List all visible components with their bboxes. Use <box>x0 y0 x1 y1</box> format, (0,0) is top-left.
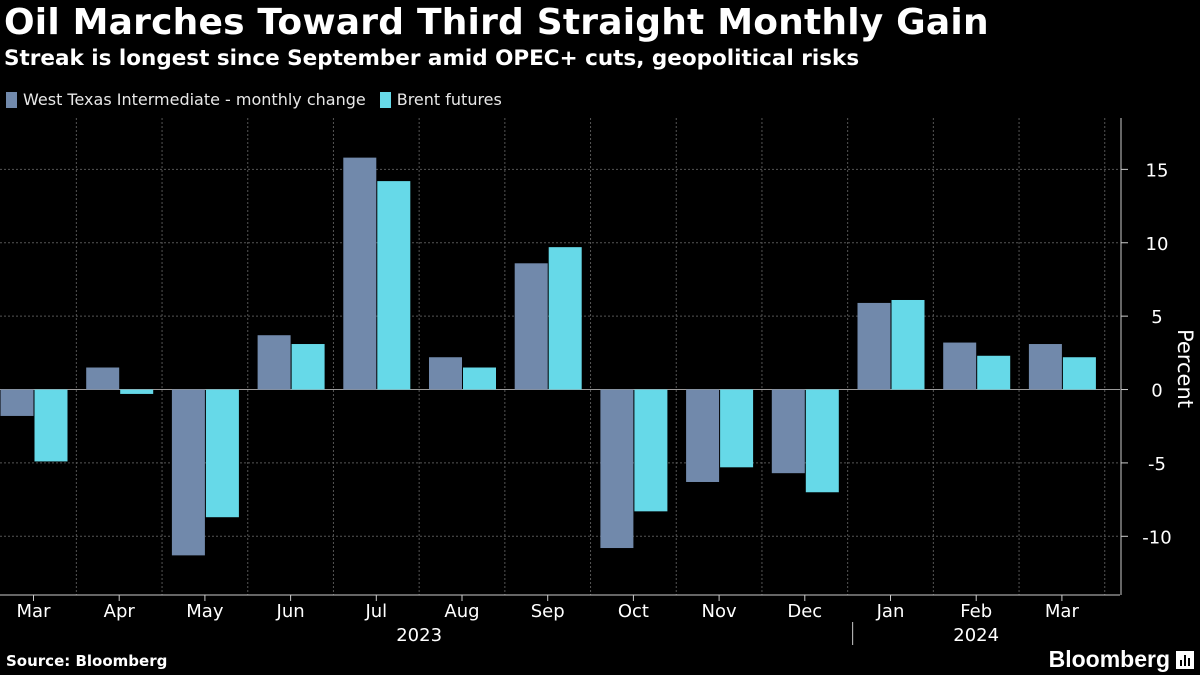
chart-icon <box>1176 650 1194 669</box>
y-axis-label: Percent <box>1173 329 1197 408</box>
bar-wti <box>686 389 720 482</box>
x-tick-label: Jun <box>276 601 305 622</box>
x-tick-label: Mar <box>1045 601 1080 622</box>
bar-brent <box>548 247 582 390</box>
chart-title: Oil Marches Toward Third Straight Monthl… <box>4 2 989 43</box>
y-tick-label: 5 <box>1151 307 1162 328</box>
legend-label-brent: Brent futures <box>396 90 502 109</box>
bar-wti <box>86 367 120 390</box>
y-tick-label: 10 <box>1146 234 1169 255</box>
source-note: Source: Bloomberg <box>6 652 168 670</box>
year-label: 2024 <box>953 625 999 646</box>
bar-brent <box>205 389 239 518</box>
bar-brent <box>377 181 411 390</box>
bar-wti <box>257 335 291 390</box>
bar-wti <box>0 389 34 416</box>
x-tick-label: Oct <box>618 601 649 622</box>
x-tick-label: Aug <box>444 601 479 622</box>
bar-brent <box>463 367 496 390</box>
bar-wti <box>514 263 548 390</box>
bar-brent <box>977 355 1011 390</box>
bar-wti <box>429 357 462 390</box>
bar-wti <box>343 157 377 390</box>
x-tick-label: May <box>186 601 224 622</box>
brand-wordmark: Bloomberg <box>1048 646 1170 672</box>
x-tick-label: Jul <box>364 601 387 622</box>
bar-brent <box>291 344 325 390</box>
x-tick-label: Dec <box>787 601 822 622</box>
legend-item-brent: Brent futures <box>379 90 502 109</box>
chart-subtitle: Streak is longest since September amid O… <box>4 46 860 71</box>
x-tick-label: Sep <box>531 601 565 622</box>
y-tick-label: -5 <box>1148 454 1166 475</box>
legend: West Texas Intermediate - monthly change… <box>6 90 502 109</box>
bar-wti <box>771 389 805 474</box>
bar-wti <box>943 342 977 390</box>
bar-brent <box>720 389 754 468</box>
legend-item-wti: West Texas Intermediate - monthly change <box>6 90 366 109</box>
bloomberg-logo: Bloomberg <box>1049 646 1194 673</box>
bar-wti <box>171 389 205 556</box>
x-tick-label: Jan <box>876 601 905 622</box>
x-tick-label: Nov <box>702 601 737 622</box>
bar-wti <box>857 302 891 390</box>
legend-swatch-wti <box>6 91 17 108</box>
bar-wti <box>600 389 634 549</box>
y-tick-label: 15 <box>1146 160 1169 181</box>
bar-brent <box>34 389 68 462</box>
x-tick-label: Mar <box>17 601 52 622</box>
legend-label-wti: West Texas Intermediate - monthly change <box>23 90 366 109</box>
bar-wti <box>1028 344 1062 390</box>
bar-brent <box>805 389 839 493</box>
bar-brent <box>891 299 925 390</box>
y-tick-label: 0 <box>1151 381 1162 402</box>
y-tick-label: -10 <box>1142 527 1171 548</box>
bar-brent <box>120 389 154 394</box>
x-tick-label: Apr <box>104 601 136 622</box>
year-label: 2023 <box>396 625 442 646</box>
x-tick-label: Feb <box>960 601 992 622</box>
legend-swatch-brent <box>379 91 391 108</box>
bar-brent <box>634 389 668 512</box>
bar-brent <box>1062 357 1096 390</box>
